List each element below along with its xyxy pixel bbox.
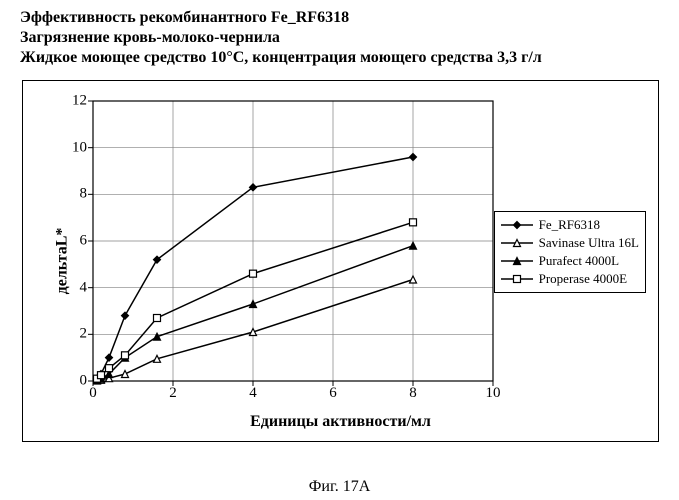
x-tick-label: 4 bbox=[249, 381, 257, 402]
legend-item: Properase 4000E bbox=[501, 270, 639, 288]
plot-area: 0246810024681012 bbox=[93, 101, 493, 381]
legend-label: Purafect 4000L bbox=[539, 253, 620, 269]
y-tick-label: 0 bbox=[80, 373, 94, 390]
y-axis-label: дельтаL* bbox=[53, 228, 71, 295]
legend-item: Savinase Ultra 16L bbox=[501, 234, 639, 252]
y-tick-label: 4 bbox=[80, 279, 94, 296]
legend-swatch bbox=[501, 272, 533, 286]
title-block: Эффективность рекомбинантного Fe_RF6318 … bbox=[20, 8, 542, 68]
x-tick-label: 8 bbox=[409, 381, 417, 402]
legend-item: Purafect 4000L bbox=[501, 252, 639, 270]
legend-swatch bbox=[501, 236, 533, 250]
legend-label: Fe_RF6318 bbox=[539, 217, 600, 233]
legend: Fe_RF6318 Savinase Ultra 16L Purafect 4000… bbox=[494, 211, 646, 293]
x-tick-label: 10 bbox=[486, 381, 501, 402]
title-line-2: Загрязнение кровь-молоко-чернила bbox=[20, 28, 542, 48]
y-tick-label: 10 bbox=[72, 139, 93, 156]
chart-svg bbox=[93, 101, 493, 381]
legend-item: Fe_RF6318 bbox=[501, 216, 639, 234]
title-line-1: Эффективность рекомбинантного Fe_RF6318 bbox=[20, 8, 542, 28]
y-tick-label: 2 bbox=[80, 326, 94, 343]
y-tick-label: 6 bbox=[80, 233, 94, 250]
y-tick-label: 8 bbox=[80, 186, 94, 203]
legend-swatch bbox=[501, 218, 533, 232]
page: Эффективность рекомбинантного Fe_RF6318 … bbox=[0, 0, 679, 500]
legend-swatch bbox=[501, 254, 533, 268]
figure-caption: Фиг. 17А bbox=[0, 478, 679, 496]
title-line-3: Жидкое моющее средство 10°С, концентраци… bbox=[20, 48, 542, 68]
legend-label: Savinase Ultra 16L bbox=[539, 235, 639, 251]
y-tick-label: 12 bbox=[72, 93, 93, 110]
x-tick-label: 2 bbox=[169, 381, 177, 402]
chart-outer-frame: дельтаL* 0246810024681012 Единицы активн… bbox=[22, 80, 659, 442]
x-tick-label: 6 bbox=[329, 381, 337, 402]
x-axis-label: Единицы активности/мл bbox=[23, 413, 658, 431]
legend-label: Properase 4000E bbox=[539, 271, 627, 287]
